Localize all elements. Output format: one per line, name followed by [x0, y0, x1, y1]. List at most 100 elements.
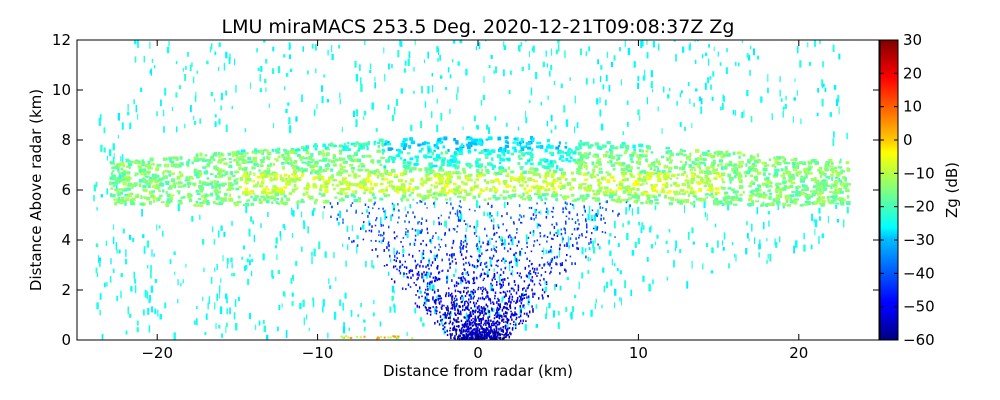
radar-cell [518, 150, 523, 153]
radar-cell [313, 207, 316, 212]
radar-cell [508, 335, 511, 339]
radar-cell [530, 217, 533, 221]
radar-cell [402, 141, 405, 145]
radar-cell [218, 201, 224, 206]
radar-cell [661, 183, 667, 186]
radar-cell [531, 178, 536, 182]
radar-cell [118, 172, 123, 175]
radar-cell [160, 201, 165, 204]
radar-cell [463, 219, 466, 222]
radar-cell [463, 328, 465, 332]
radar-cell [231, 272, 233, 277]
radar-cell [130, 286, 133, 292]
radar-cell [598, 162, 602, 166]
radar-cell [643, 190, 648, 193]
radar-cell [585, 167, 588, 171]
radar-cell [146, 291, 149, 300]
radar-cell [342, 302, 344, 311]
radar-cell [517, 45, 521, 52]
radar-cell [437, 236, 440, 240]
radar-cell [835, 169, 838, 173]
radar-cell [476, 158, 481, 161]
radar-cell [446, 163, 452, 167]
radar-cell [435, 142, 439, 145]
radar-cell [824, 87, 827, 93]
radar-cell [643, 153, 648, 156]
radar-cell [294, 148, 298, 152]
radar-cell [268, 191, 273, 195]
radar-cell [484, 227, 486, 231]
radar-cell [367, 141, 371, 144]
radar-cell [805, 169, 809, 174]
radar-cell [693, 190, 697, 195]
radar-cell [538, 282, 541, 285]
radar-cell [576, 170, 580, 175]
radar-cell [393, 237, 396, 239]
radar-cell [453, 40, 456, 44]
radar-cell [170, 199, 173, 203]
radar-cell [349, 163, 354, 167]
radar-cell [558, 157, 562, 161]
radar-cell [626, 185, 631, 189]
radar-cell [116, 191, 119, 195]
radar-cell [596, 98, 599, 105]
radar-cell [721, 186, 726, 190]
radar-cell [560, 228, 563, 231]
radar-cell [549, 262, 551, 265]
radar-cell [473, 304, 476, 308]
radar-cell [464, 330, 466, 333]
radar-cell [138, 183, 142, 188]
radar-cell [382, 192, 386, 196]
radar-cell [460, 143, 464, 148]
radar-cell [735, 195, 738, 199]
radar-cell [463, 198, 466, 201]
radar-cell [647, 194, 651, 198]
radar-cell [468, 309, 470, 312]
radar-cell [115, 242, 118, 251]
radar-cell [452, 327, 455, 329]
radar-cell [444, 198, 448, 201]
radar-cell [117, 162, 122, 166]
radar-cell [315, 68, 317, 74]
radar-cell [544, 172, 550, 176]
radar-cell [512, 287, 514, 290]
radar-cell [566, 276, 569, 281]
radar-cell [550, 210, 553, 213]
radar-cell [780, 156, 786, 160]
radar-cell [283, 54, 286, 58]
radar-cell [586, 156, 590, 159]
radar-cell [259, 172, 265, 175]
radar-cell [214, 121, 217, 128]
radar-cell [484, 319, 487, 323]
radar-cell [490, 248, 493, 251]
radar-cell [328, 176, 331, 180]
radar-cell [309, 165, 313, 168]
radar-cell [326, 99, 329, 103]
radar-cell [784, 194, 789, 199]
radar-cell [571, 233, 573, 236]
radar-cell [694, 40, 696, 43]
radar-cell [492, 185, 496, 189]
radar-cell [713, 151, 717, 155]
radar-cell [476, 299, 479, 303]
radar-cell [424, 306, 427, 308]
radar-cell [368, 229, 371, 232]
radar-cell [453, 303, 456, 306]
radar-cell [204, 332, 207, 336]
radar-cell [420, 147, 424, 151]
radar-cell [367, 180, 373, 183]
radar-cell [121, 172, 126, 176]
radar-cell [442, 145, 446, 149]
radar-cell [508, 242, 510, 245]
radar-cell [510, 176, 515, 181]
radar-cell [256, 175, 261, 179]
radar-cell [602, 267, 605, 273]
radar-cell [445, 179, 449, 184]
radar-cell [265, 171, 271, 175]
radar-cell [296, 201, 300, 205]
radar-cell [630, 289, 633, 297]
radar-cell [440, 306, 443, 309]
radar-cell [697, 182, 702, 185]
radar-cell [395, 252, 398, 255]
radar-cell [391, 114, 395, 122]
